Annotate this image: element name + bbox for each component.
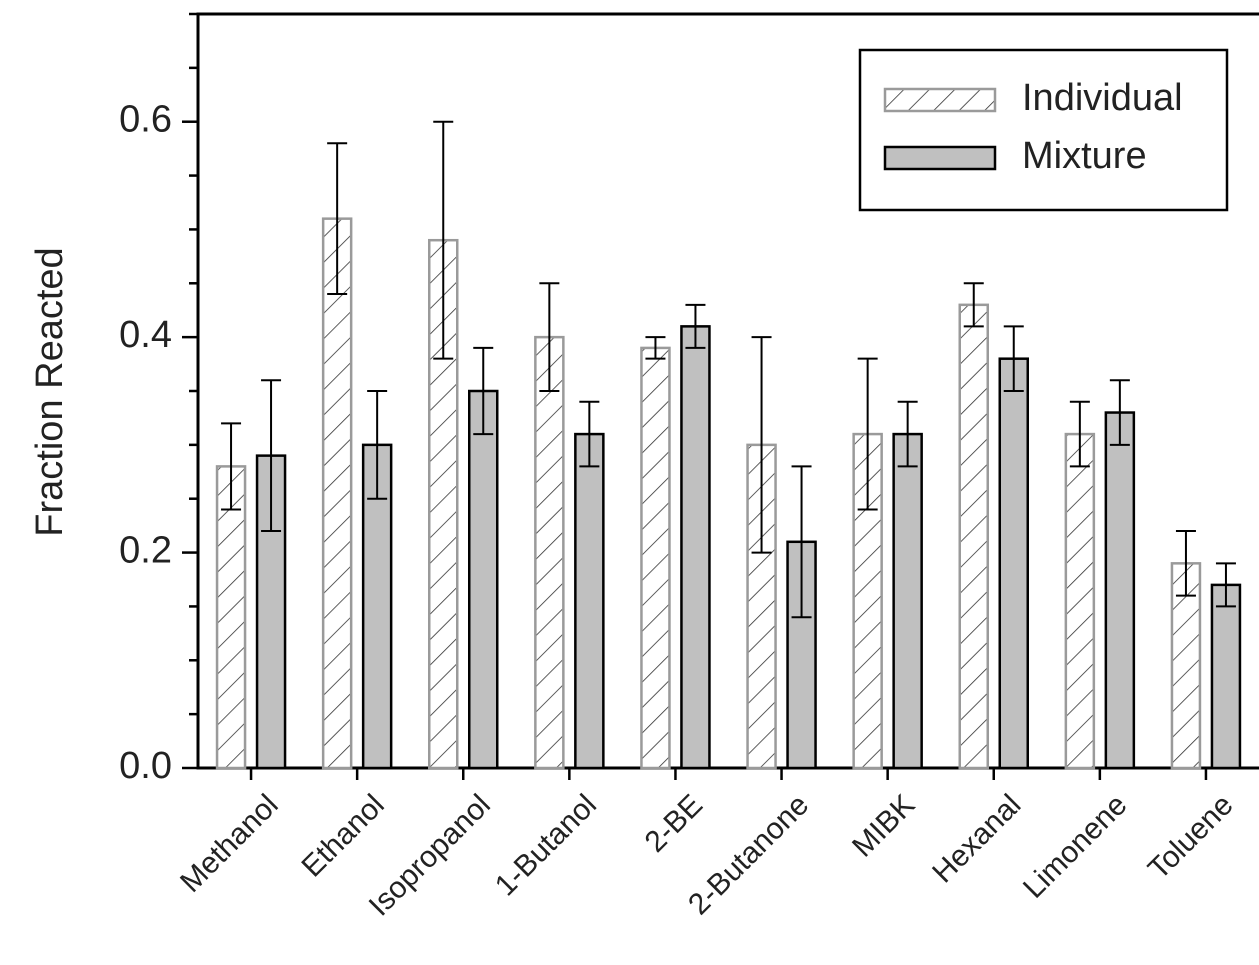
x-tick-label: Limonene: [1017, 788, 1134, 905]
bar-mixture: [574, 432, 605, 770]
bar-mixture: [468, 389, 499, 770]
legend-box: [858, 48, 1229, 212]
bar-individual: [1064, 432, 1096, 770]
bar-individual: [321, 217, 353, 770]
bar-individual: [1170, 562, 1202, 770]
bar-individual: [215, 465, 247, 770]
y-axis-label: Fraction Reacted: [29, 247, 71, 536]
y-tick-label: 0.2: [119, 530, 172, 572]
legend-swatch-mixture: [883, 145, 997, 171]
bar-mixture: [1104, 411, 1136, 770]
bar-individual: [640, 346, 671, 770]
x-tick-label: 2-BE: [639, 788, 710, 859]
bar-mixture: [1210, 583, 1242, 770]
legend-label-mixture: Mixture: [1022, 135, 1147, 177]
legend-label-individual: Individual: [1022, 77, 1183, 119]
y-tick-label: 0.4: [119, 314, 172, 356]
x-tick-label: Toluene: [1142, 788, 1240, 886]
bar-individual: [958, 303, 989, 770]
legend: Individual Mixture: [858, 48, 1229, 212]
x-tick-label: 1-Butanol: [489, 788, 603, 902]
bar-individual: [534, 335, 565, 770]
x-tick-label: Ethanol: [296, 788, 391, 883]
bar-mixture: [998, 357, 1029, 770]
y-tick-label: 0.6: [119, 99, 172, 141]
x-tick-label: MIBK: [846, 788, 921, 863]
x-tick-label: Methanol: [174, 788, 285, 899]
bar-mixture: [892, 432, 923, 770]
legend-swatch-individual: [883, 87, 997, 113]
bar-mixture: [680, 325, 711, 770]
x-tick-label: Hexanal: [926, 788, 1027, 889]
y-tick-label: 0.0: [119, 745, 172, 787]
